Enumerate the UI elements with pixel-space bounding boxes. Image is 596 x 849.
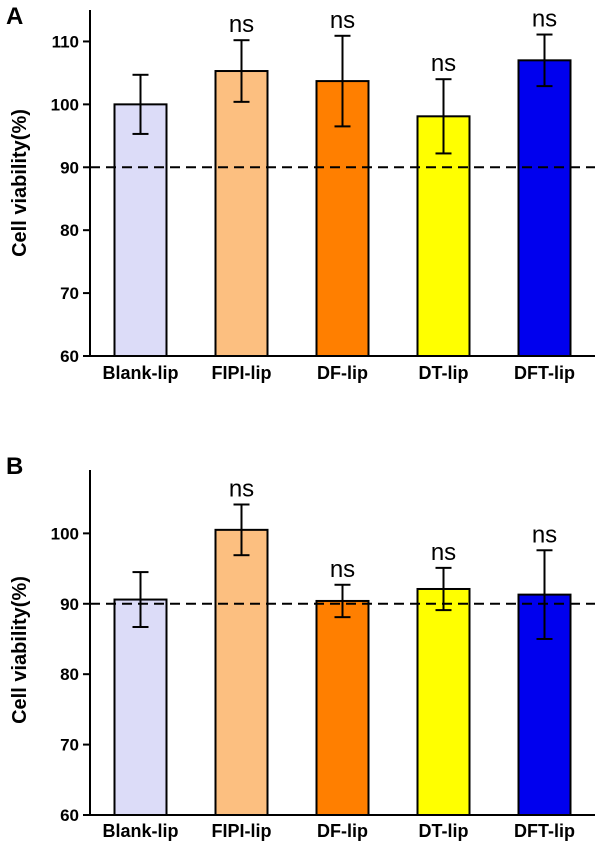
panel-a-bar-fipi-lip xyxy=(214,70,269,357)
panel-b-significance-label: ns xyxy=(532,521,557,548)
panel-a-letter: A xyxy=(6,3,23,30)
panel-b-x-tick-label: FIPI-lip xyxy=(212,821,272,841)
panel-b-x-tick-label: DFT-lip xyxy=(514,821,575,841)
panel-a-x-tick-label: FIPI-lip xyxy=(212,363,272,383)
panel-b-bar-dt-lip xyxy=(416,587,471,817)
panel-b-bar-fipi-lip xyxy=(214,528,269,816)
panel-a-y-tick-label: 100 xyxy=(51,95,79,114)
panel-b-y-tick-label: 70 xyxy=(60,736,79,755)
panel-a-y-tick-label: 90 xyxy=(60,158,79,177)
panel-a-y-tick-label: 70 xyxy=(60,284,79,303)
panel-a-significance-label: ns xyxy=(229,11,254,38)
panel-b-y-tick-label: 60 xyxy=(60,806,79,825)
panel-b-x-tick-label: Blank-lip xyxy=(102,821,178,841)
panel-a-bar-dt-lip xyxy=(416,115,471,357)
panel-b-bar-blank-lip xyxy=(113,598,168,816)
panel-b-letter: B xyxy=(6,453,23,480)
panel-b: B 60 70 80 90 100 Cell viability(%) Blank-lip n… xyxy=(6,453,595,841)
panel-b-y-tick-label: 80 xyxy=(60,665,79,684)
panel-a-bar-dft-lip xyxy=(517,59,572,358)
panel-a-significance-label: ns xyxy=(330,7,355,34)
panel-a-y-axis-label: Cell viability(%) xyxy=(9,109,31,257)
panel-b-x-tick-label: DT-lip xyxy=(419,821,469,841)
panel-b-significance-label: ns xyxy=(229,476,254,503)
panel-b-x-tick-label: DF-lip xyxy=(317,821,368,841)
panel-a-y-tick-label: 60 xyxy=(60,347,79,366)
panel-a-significance-label: ns xyxy=(532,6,557,33)
panel-a-x-tick-label: DF-lip xyxy=(317,363,368,383)
panel-a-x-tick-label: Blank-lip xyxy=(102,363,178,383)
panel-b-significance-label: ns xyxy=(330,556,355,583)
panel-b-y-tick-label: 90 xyxy=(60,595,79,614)
panel-a-x-tick-label: DT-lip xyxy=(419,363,469,383)
panel-b-y-tick-label: 100 xyxy=(51,524,79,543)
panel-b-significance-label: ns xyxy=(431,539,456,566)
panel-a-y-tick-label: 80 xyxy=(60,221,79,240)
panel-a-bar-df-lip xyxy=(315,80,370,357)
panel-a-bar-blank-lip xyxy=(113,103,168,358)
panel-b-y-axis-label: Cell viability(%) xyxy=(9,576,31,724)
panel-a: A 60 70 80 90 100 110 Cell viability(%) Blank-l… xyxy=(6,3,595,383)
panel-b-bar-df-lip xyxy=(315,599,370,816)
panel-a-x-tick-label: DFT-lip xyxy=(514,363,575,383)
panel-a-y-tick-label: 110 xyxy=(52,32,79,51)
panel-a-significance-label: ns xyxy=(431,50,456,77)
